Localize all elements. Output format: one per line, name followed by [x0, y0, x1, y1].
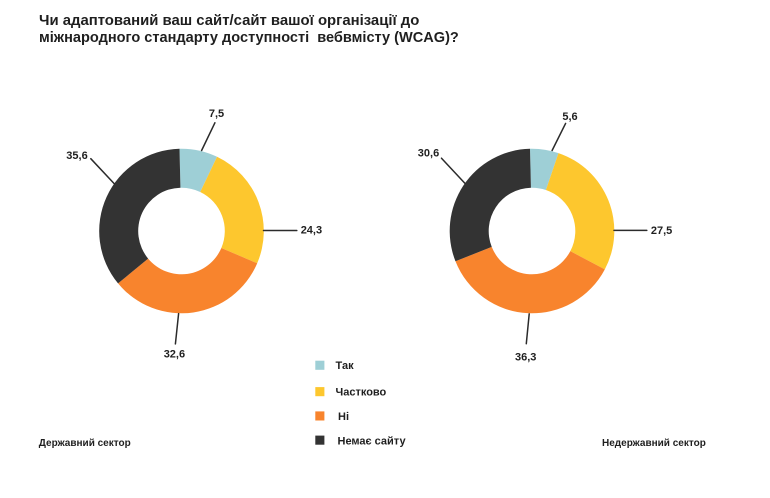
svg-text:Частково: Частково — [336, 387, 387, 399]
svg-text:Немає сайту: Немає сайту — [338, 436, 407, 448]
svg-text:32,6: 32,6 — [164, 348, 185, 360]
svg-text:Ні: Ні — [338, 411, 349, 423]
svg-text:Так: Так — [336, 360, 355, 372]
svg-text:7,5: 7,5 — [209, 108, 224, 120]
svg-text:30,6: 30,6 — [418, 148, 439, 160]
svg-text:24,3: 24,3 — [301, 225, 322, 237]
svg-text:Державний сектор: Державний сектор — [39, 438, 131, 449]
svg-text:5,6: 5,6 — [562, 111, 577, 123]
svg-text:36,3: 36,3 — [515, 351, 536, 363]
svg-text:35,6: 35,6 — [66, 150, 87, 162]
svg-text:Недержавний сектор: Недержавний сектор — [602, 438, 706, 449]
svg-text:27,5: 27,5 — [651, 225, 672, 237]
